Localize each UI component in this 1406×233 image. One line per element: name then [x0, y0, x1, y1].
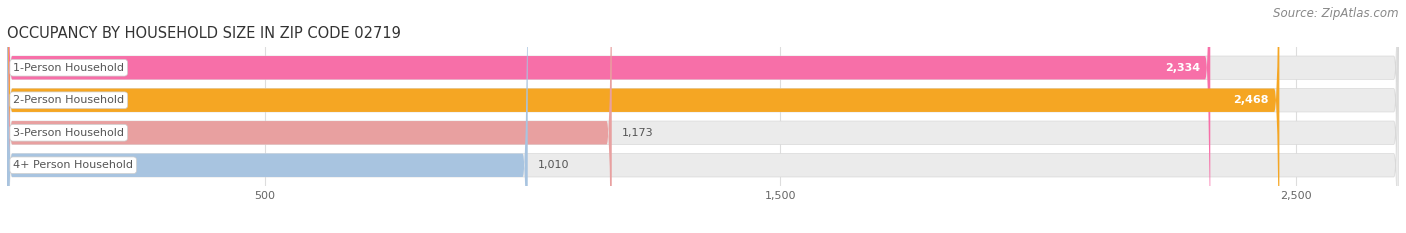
- Text: 4+ Person Household: 4+ Person Household: [13, 160, 134, 170]
- FancyBboxPatch shape: [7, 0, 1399, 233]
- FancyBboxPatch shape: [7, 0, 1399, 233]
- FancyBboxPatch shape: [7, 0, 1279, 233]
- Text: 1,010: 1,010: [538, 160, 569, 170]
- FancyBboxPatch shape: [7, 0, 1399, 233]
- FancyBboxPatch shape: [7, 0, 527, 233]
- Text: 2-Person Household: 2-Person Household: [13, 95, 124, 105]
- FancyBboxPatch shape: [7, 0, 1399, 233]
- Text: 1,173: 1,173: [621, 128, 654, 138]
- FancyBboxPatch shape: [7, 0, 1211, 233]
- Text: 3-Person Household: 3-Person Household: [13, 128, 124, 138]
- Text: Source: ZipAtlas.com: Source: ZipAtlas.com: [1274, 7, 1399, 20]
- Text: 2,334: 2,334: [1164, 63, 1199, 73]
- Text: OCCUPANCY BY HOUSEHOLD SIZE IN ZIP CODE 02719: OCCUPANCY BY HOUSEHOLD SIZE IN ZIP CODE …: [7, 26, 401, 41]
- FancyBboxPatch shape: [7, 0, 612, 233]
- Text: 2,468: 2,468: [1233, 95, 1270, 105]
- Text: 1-Person Household: 1-Person Household: [13, 63, 124, 73]
